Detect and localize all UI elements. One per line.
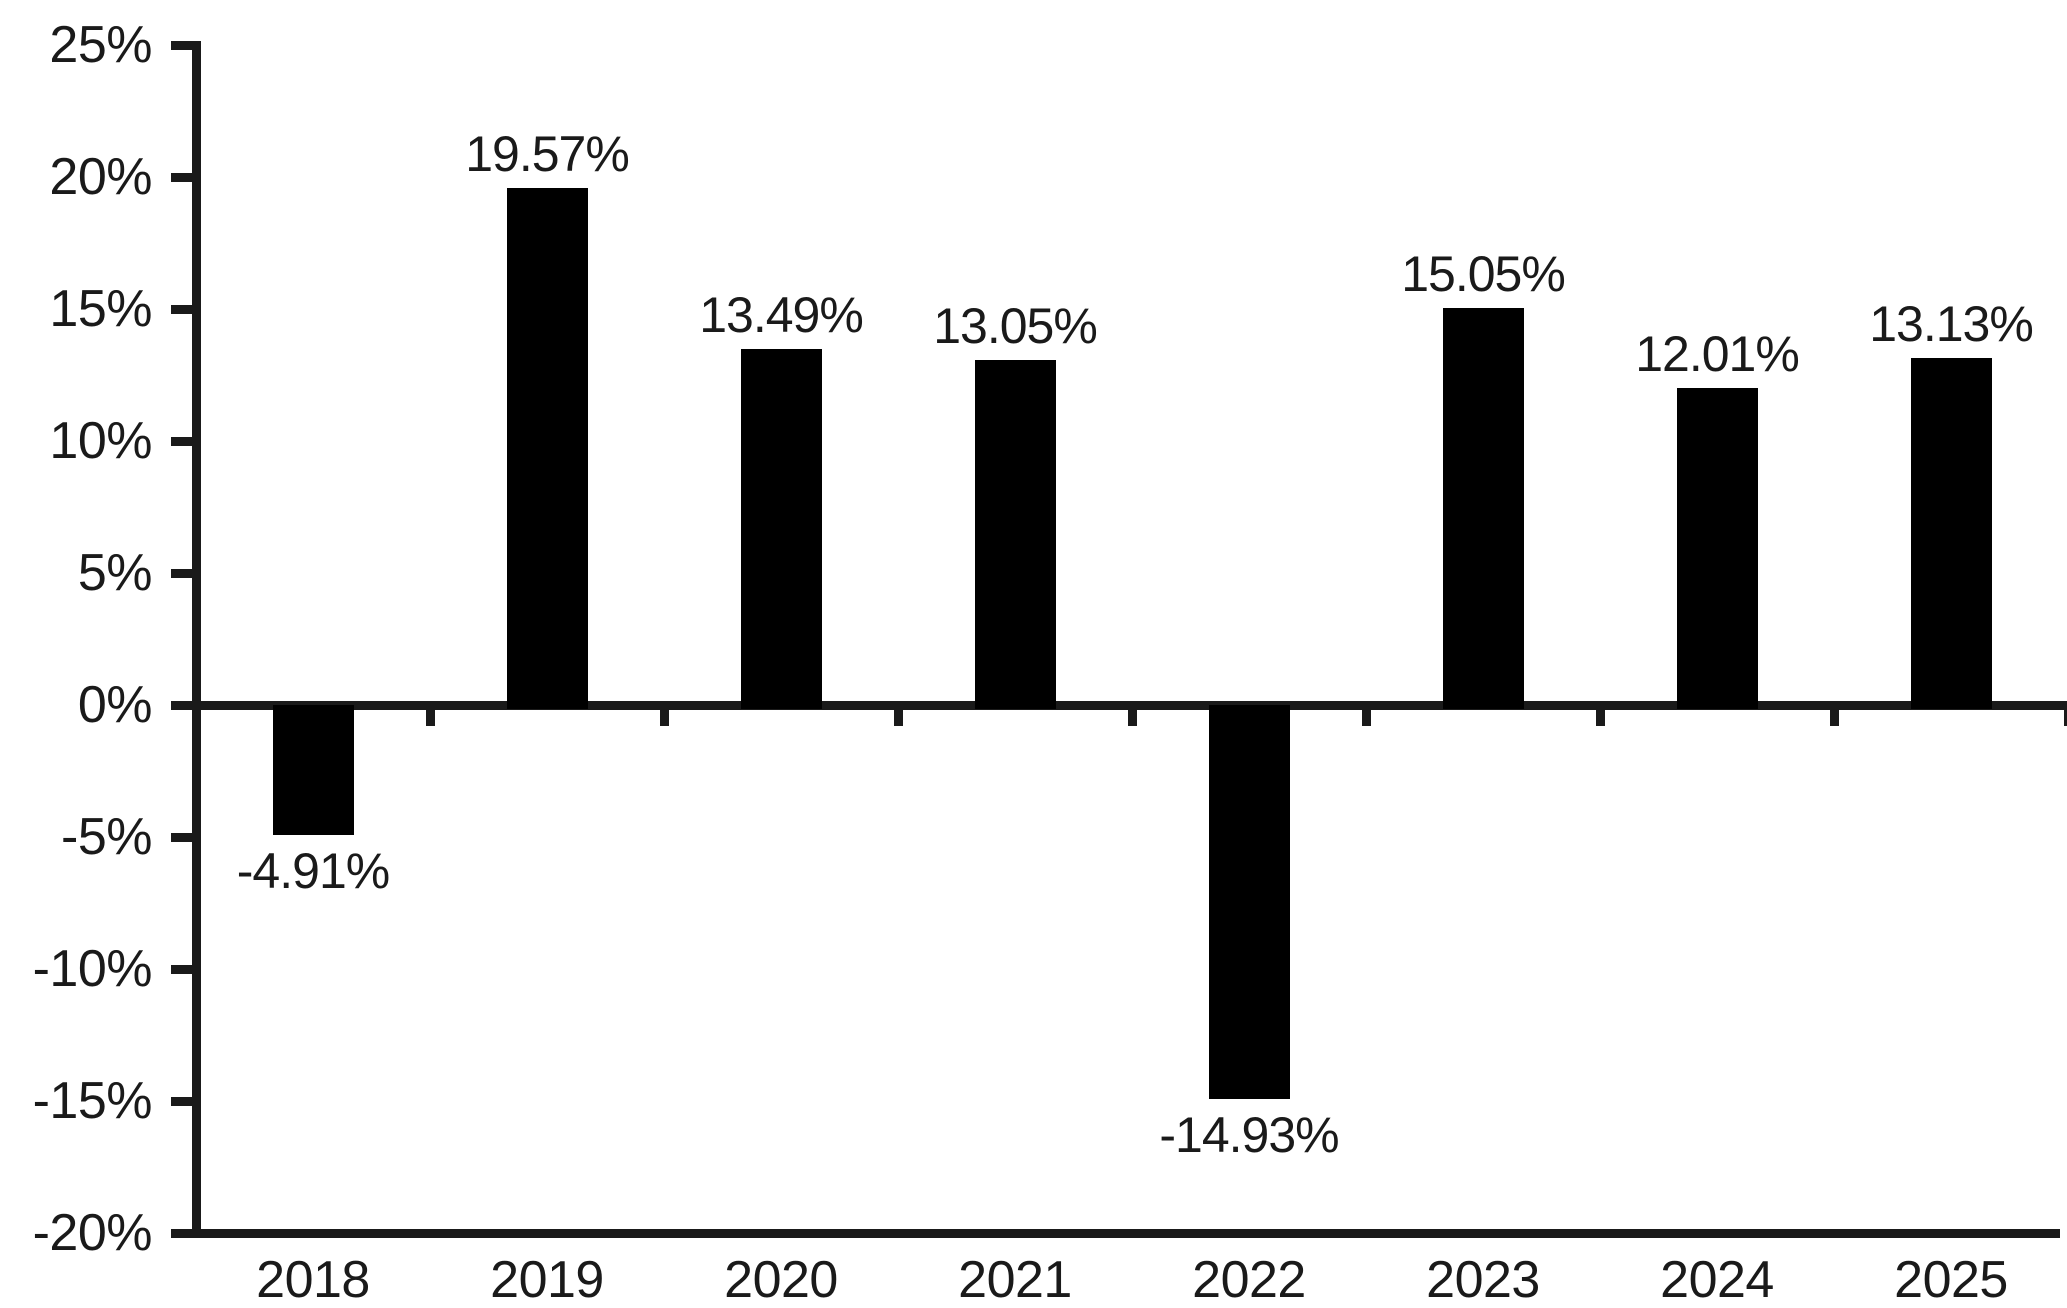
bar-2019 [506, 188, 588, 710]
y-axis-tick [170, 700, 192, 710]
x-axis-tick [2063, 709, 2067, 726]
x-axis-line [191, 1228, 2060, 1238]
y-axis-tick [170, 832, 192, 842]
x-axis-tick [1829, 709, 1839, 726]
y-axis-tick [170, 436, 192, 446]
bar-2024 [1676, 387, 1758, 710]
bar-value-label-2022: -14.93% [1159, 1107, 1339, 1164]
y-axis-line [191, 41, 201, 1238]
bar-2023 [1442, 307, 1524, 710]
y-axis-tick-label: -20% [32, 1204, 153, 1262]
y-axis-tick-label: -5% [61, 808, 152, 866]
y-axis-tick-label: 10% [49, 412, 152, 470]
y-axis-tick [170, 40, 192, 50]
bar-2025 [1910, 358, 1992, 710]
y-axis-tick [170, 568, 192, 578]
x-axis-category-label-2019: 2019 [490, 1251, 604, 1308]
y-axis-tick-label: 25% [49, 16, 152, 74]
x-axis-category-label-2022: 2022 [1192, 1251, 1306, 1308]
x-axis-tick [893, 709, 903, 726]
x-axis-category-label-2024: 2024 [1660, 1251, 1774, 1308]
bar-2021 [974, 360, 1056, 710]
y-axis-tick-label: 5% [77, 544, 153, 602]
y-axis-tick-label: 15% [49, 280, 152, 338]
zero-baseline [191, 700, 2067, 710]
x-axis-tick [1595, 709, 1605, 726]
bar-value-label-2024: 12.01% [1635, 325, 1800, 382]
bar-2018 [272, 705, 354, 835]
y-axis-tick [170, 304, 192, 314]
bar-value-label-2025: 13.13% [1869, 296, 2034, 353]
y-axis-tick [170, 1096, 192, 1106]
y-axis-tick [170, 172, 192, 182]
x-axis-category-label-2021: 2021 [958, 1251, 1072, 1308]
y-axis-tick-label: -15% [32, 1072, 153, 1130]
y-axis-tick-label: 0% [77, 676, 153, 734]
y-axis-tick [170, 1228, 192, 1238]
bar-value-label-2019: 19.57% [465, 126, 630, 183]
y-axis-tick-label: -10% [32, 940, 153, 998]
x-axis-category-label-2023: 2023 [1426, 1251, 1540, 1308]
x-axis-category-label-2020: 2020 [724, 1251, 838, 1308]
bar-2020 [740, 348, 822, 710]
x-axis-category-label-2025: 2025 [1894, 1251, 2008, 1308]
x-axis-category-label-2018: 2018 [256, 1251, 370, 1308]
bar-value-label-2020: 13.49% [699, 286, 864, 343]
bar-value-label-2021: 13.05% [933, 298, 1098, 355]
y-axis-tick [170, 964, 192, 974]
bar-2022 [1208, 705, 1290, 1100]
x-axis-tick [425, 709, 435, 726]
x-axis-tick [659, 709, 669, 726]
x-axis-tick [1127, 709, 1137, 726]
bar-value-label-2023: 15.05% [1401, 245, 1566, 302]
bar-value-label-2018: -4.91% [236, 842, 390, 899]
x-axis-tick [1361, 709, 1371, 726]
y-axis-tick-label: 20% [49, 148, 152, 206]
